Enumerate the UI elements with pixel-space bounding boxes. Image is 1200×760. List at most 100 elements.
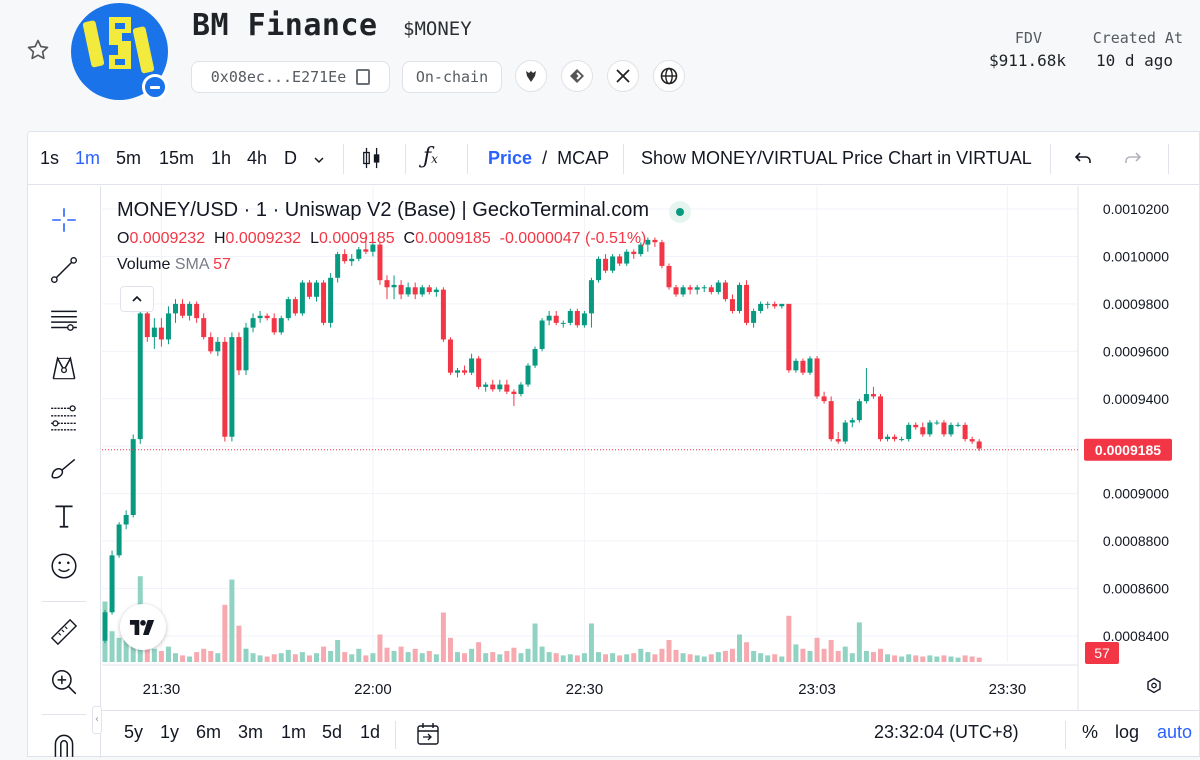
ruler-icon[interactable]	[48, 616, 80, 648]
website-globe-icon[interactable]	[653, 60, 685, 92]
tradingview-logo-icon[interactable]	[120, 604, 166, 650]
redo-icon[interactable]	[1121, 146, 1145, 175]
candle-body	[476, 358, 482, 387]
price-mcap-toggle[interactable]: Price / MCAP	[488, 148, 609, 169]
volume-bar	[828, 640, 834, 662]
fib-retracement-icon[interactable]	[48, 402, 80, 434]
volume-bar	[447, 637, 453, 662]
emoji-icon[interactable]	[48, 550, 80, 582]
volume-bar	[680, 653, 686, 662]
interval-1m[interactable]: 1m	[75, 148, 101, 168]
candles-style-icon[interactable]	[361, 144, 383, 177]
pattern-tool-icon[interactable]	[48, 352, 80, 384]
range-1d[interactable]: 1d	[360, 722, 381, 742]
volume-bar	[814, 637, 820, 662]
range-3m[interactable]: 3m	[238, 722, 264, 742]
interval-1h[interactable]: 1h	[211, 148, 232, 168]
candle-body	[497, 384, 503, 390]
volume-bar	[314, 653, 319, 662]
volume-bar	[913, 655, 919, 662]
candle-body	[560, 322, 566, 324]
volume-bar	[342, 652, 348, 662]
volume-bar	[455, 652, 460, 662]
volume-bar	[638, 648, 644, 662]
candle-body	[631, 251, 637, 255]
crosshair-icon[interactable]	[48, 204, 80, 236]
price-chart[interactable]: 0.0010200 0.0010000 0.0009800 0.0009600 0.00…	[102, 186, 1200, 710]
candle-body	[913, 424, 919, 428]
candle-body	[666, 265, 672, 288]
volume-bar	[870, 652, 876, 662]
volume-bar	[539, 646, 545, 662]
candle-body	[412, 287, 418, 295]
volume-bar	[532, 623, 538, 662]
legend-collapse-button[interactable]	[120, 286, 154, 312]
volume-bar	[328, 651, 334, 662]
price-toggle[interactable]: Price	[488, 148, 533, 168]
log-toggle[interactable]: log	[1115, 722, 1140, 742]
timezone-clock[interactable]: 23:32:04 (UTC+8)	[874, 722, 1019, 742]
candle-body	[920, 427, 926, 435]
candle-body	[469, 358, 475, 373]
volume-bar	[123, 634, 129, 662]
interval-d[interactable]: D	[284, 148, 297, 168]
sidebar-collapse-handle[interactable]: ‹	[92, 706, 102, 734]
range-6m[interactable]: 6m	[196, 722, 222, 742]
time-tick-label: 23:03	[798, 681, 836, 698]
onchain-chip[interactable]: On-chain	[402, 61, 502, 93]
volume-bar	[906, 654, 912, 662]
text-tool-icon[interactable]	[48, 500, 80, 532]
candle-body	[539, 320, 545, 349]
volume-bar	[708, 654, 714, 662]
candle-body	[765, 303, 771, 305]
goto-date-calendar-icon[interactable]	[414, 720, 442, 753]
volume-bar	[243, 648, 249, 662]
volume-bar	[603, 654, 609, 662]
range-5y[interactable]: 5y	[124, 722, 144, 742]
onchain-label: On-chain	[415, 68, 489, 86]
range-1m[interactable]: 1m	[281, 722, 307, 742]
volume-bar	[899, 656, 905, 662]
interval-15m[interactable]: 15m	[159, 148, 195, 168]
candle-body	[201, 318, 207, 338]
x-twitter-icon[interactable]	[607, 60, 639, 92]
geckoterminal-icon[interactable]	[515, 60, 547, 92]
candle-body	[116, 524, 122, 556]
copy-icon[interactable]	[356, 69, 371, 85]
horizontal-lines-icon[interactable]	[48, 304, 80, 336]
volume-bar	[560, 655, 566, 662]
mcap-toggle[interactable]: MCAP	[557, 148, 610, 168]
candle-body	[222, 341, 228, 437]
favorite-star-icon[interactable]	[26, 38, 50, 62]
volume-bar	[292, 654, 298, 662]
range-1y[interactable]: 1y	[160, 722, 180, 742]
percent-toggle[interactable]: %	[1082, 722, 1099, 742]
interval-5m[interactable]: 5m	[116, 148, 142, 168]
indicators-fx-icon[interactable]: ƒx	[423, 144, 438, 169]
range-5d[interactable]: 5d	[322, 722, 343, 742]
volume-bar	[490, 652, 496, 662]
magnet-icon[interactable]	[48, 728, 80, 760]
volume-bar	[370, 653, 376, 662]
volume-bar	[194, 652, 200, 662]
volume-bar	[610, 653, 616, 662]
volume-bar	[321, 646, 327, 662]
zoom-in-icon[interactable]	[48, 666, 80, 698]
volume-bar	[617, 655, 623, 662]
chart-settings-icon[interactable]	[1147, 677, 1161, 694]
gecko-link-icon[interactable]	[561, 60, 593, 92]
candle-body	[243, 327, 249, 371]
trend-line-icon[interactable]	[48, 254, 80, 286]
undo-icon[interactable]	[1071, 146, 1095, 175]
interval-1s[interactable]: 1s	[40, 148, 60, 168]
candle-body	[800, 360, 806, 373]
volume-bar	[645, 652, 651, 662]
contract-address-chip[interactable]: 0x08ec...E271Ee	[191, 61, 390, 93]
brush-icon[interactable]	[48, 452, 80, 484]
candle-body	[751, 311, 757, 323]
virtual-chart-toggle[interactable]: Show MONEY/VIRTUAL Price Chart in VIRTUA…	[641, 148, 1032, 168]
interval-dropdown-chevron-icon[interactable]	[313, 150, 325, 171]
volume-bar	[948, 656, 954, 662]
interval-4h[interactable]: 4h	[247, 148, 268, 168]
auto-toggle[interactable]: auto	[1157, 722, 1193, 742]
